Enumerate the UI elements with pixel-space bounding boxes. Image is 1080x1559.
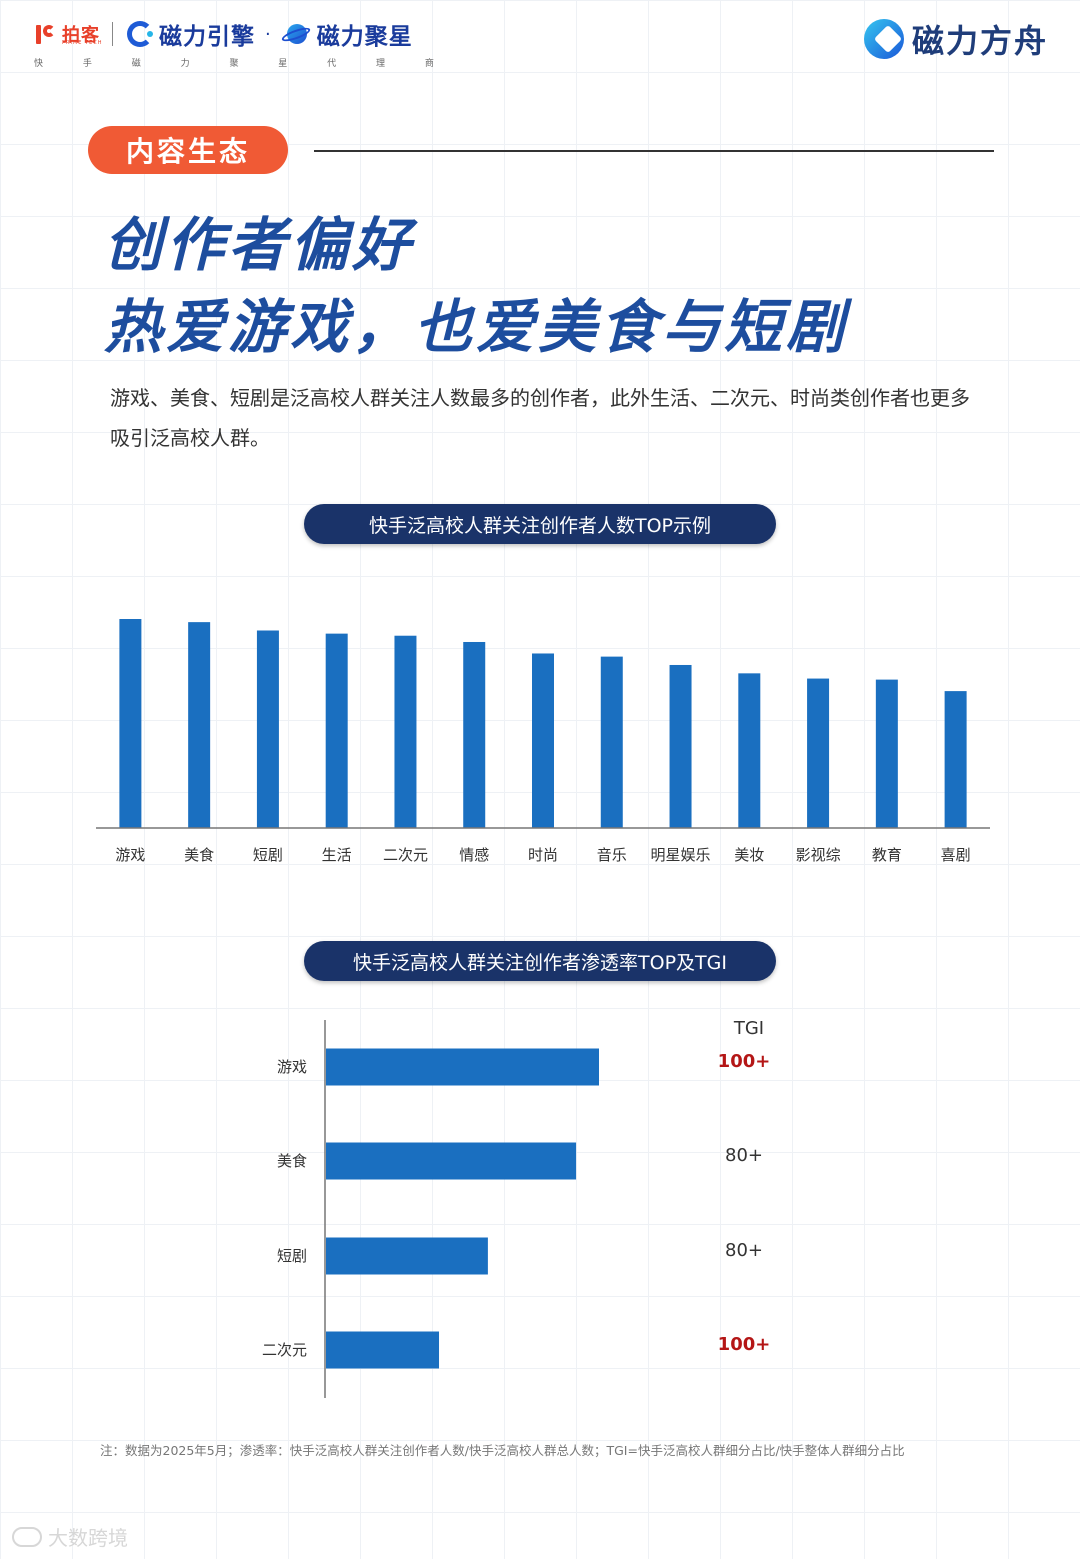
watermark-text: 大数跨境 [48,1526,128,1550]
header-sub-char: 星 [278,59,288,69]
tgi-value: 100+ [718,1051,771,1072]
page-subtitle: 热爱游戏，也爱美食与短剧 [104,293,849,361]
x-tick-label: 喜剧 [941,846,971,864]
cili-star-brand: 磁力聚星 [316,24,413,50]
bar-明星娱乐 [669,664,692,828]
fangzhou-logo-icon [863,19,904,59]
x-tick-label: 短剧 [253,846,283,864]
x-tick-label: 时尚 [528,846,558,864]
bar-美妆 [738,673,761,828]
bar-音乐 [600,656,623,828]
bar-喜剧 [944,691,967,828]
hbar-美食 [326,1142,577,1180]
hbar-二次元 [326,1331,440,1369]
paike-logo-text: 拍客 [62,25,100,46]
brand-separator: · [265,23,271,45]
cili-star-logo-icon [280,21,312,47]
bar-二次元 [394,635,417,828]
header-sub-char: 理 [376,59,386,69]
tgi-header: TGI [733,1018,764,1039]
bar-游戏 [119,619,142,828]
x-tick-label: 美食 [184,846,214,864]
chart2-title: 快手泛高校人群关注创作者渗透率TOP及TGI [304,941,776,981]
cili-engine-logo-icon [127,21,153,47]
header-sub-char: 手 [82,59,92,69]
bar-教育 [875,679,898,828]
x-tick-label: 游戏 [115,846,145,864]
fangzhou-brand: 磁力方舟 [911,22,1048,60]
y-tick-label: 短剧 [277,1247,307,1265]
tgi-value: 80+ [725,1145,763,1166]
bar-时尚 [532,653,554,828]
bar-情感 [463,641,486,828]
section-divider [314,150,994,152]
section-tag: 内容生态 [88,126,288,174]
x-tick-label: 影视综 [796,846,841,864]
header-logos: 拍客 磁力引擎 · 磁力聚星 [34,18,413,50]
bar-短剧 [256,630,279,828]
footnote: 注：数据为2025年5月；渗透率：快手泛高校人群关注创作者人数/快手泛高校人群总… [100,1443,905,1458]
header-sub-char: 代 [327,59,337,69]
chart1-title: 快手泛高校人群关注创作者人数TOP示例 [304,504,776,544]
tgi-value: 80+ [725,1240,763,1261]
y-tick-label: 美食 [277,1152,307,1170]
hbar-游戏 [326,1048,599,1086]
page-title: 创作者偏好 [104,211,415,279]
fangzhou-logo: 磁力方舟 [863,16,1048,62]
watermark: 大数跨境 [12,1522,128,1551]
x-tick-label: 生活 [322,846,352,864]
header-subtitle: 快 手 磁 力 聚 星 代 理 商 [34,56,434,69]
watermark-icon [12,1526,42,1547]
paike-logo-subtext: PRIME TECH [62,40,103,46]
x-tick-label: 明星娱乐 [651,846,711,864]
header-sub-char: 快 [34,59,44,69]
y-tick-label: 二次元 [262,1341,307,1359]
tgi-value: 100+ [718,1334,771,1355]
bar-影视综 [807,678,830,828]
description-text: 游戏、美食、短剧是泛高校人群关注人数最多的创作者，此外生活、二次元、时尚类创作者… [110,386,970,450]
bar-美食 [188,622,211,828]
hbar-短剧 [326,1237,488,1275]
x-tick-label: 二次元 [383,846,428,864]
bar-生活 [325,633,348,828]
y-tick-label: 游戏 [277,1058,307,1076]
header-sub-char: 聚 [229,59,239,69]
x-tick-label: 音乐 [597,846,627,864]
header-sub-char: 磁 [131,59,141,69]
x-tick-label: 美妆 [734,846,764,864]
header-sub-char: 商 [424,59,434,69]
x-tick-label: 教育 [872,846,902,864]
x-tick-label: 情感 [459,846,489,864]
header-sub-char: 力 [180,59,190,69]
cili-engine-brand: 磁力引擎 [159,24,255,50]
header-divider [112,22,113,46]
paike-logo-icon [34,22,58,46]
